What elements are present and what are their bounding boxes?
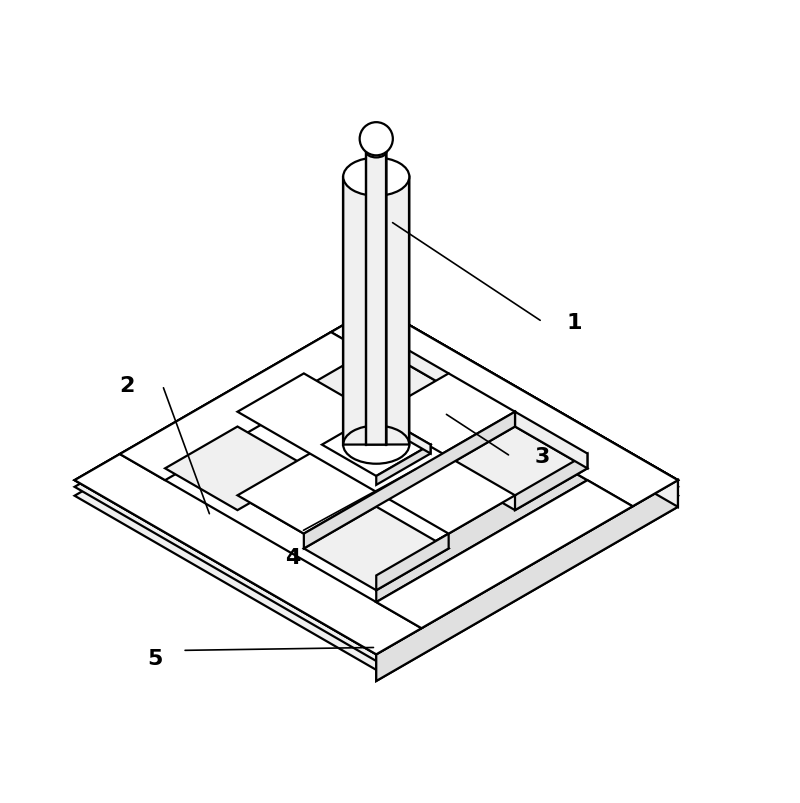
Ellipse shape bbox=[366, 146, 386, 158]
Polygon shape bbox=[376, 322, 678, 507]
Polygon shape bbox=[376, 480, 678, 681]
Text: 5: 5 bbox=[147, 649, 162, 668]
Polygon shape bbox=[74, 307, 678, 654]
Polygon shape bbox=[304, 507, 449, 590]
Polygon shape bbox=[74, 454, 422, 654]
Polygon shape bbox=[376, 534, 449, 590]
Polygon shape bbox=[442, 427, 587, 511]
Polygon shape bbox=[343, 177, 410, 445]
Polygon shape bbox=[515, 412, 587, 469]
Polygon shape bbox=[74, 313, 678, 661]
Polygon shape bbox=[376, 487, 678, 670]
Polygon shape bbox=[376, 480, 633, 629]
Polygon shape bbox=[376, 414, 430, 454]
Ellipse shape bbox=[360, 123, 393, 156]
Text: 2: 2 bbox=[119, 376, 134, 396]
Polygon shape bbox=[366, 153, 386, 445]
Polygon shape bbox=[322, 414, 430, 476]
Polygon shape bbox=[238, 374, 515, 534]
Text: 1: 1 bbox=[566, 312, 582, 332]
Polygon shape bbox=[376, 307, 678, 487]
Polygon shape bbox=[376, 480, 678, 660]
Polygon shape bbox=[165, 427, 310, 511]
Polygon shape bbox=[376, 332, 587, 480]
Polygon shape bbox=[376, 445, 430, 485]
Polygon shape bbox=[165, 332, 587, 576]
Polygon shape bbox=[376, 496, 678, 681]
Polygon shape bbox=[376, 454, 587, 602]
Text: 3: 3 bbox=[534, 446, 550, 467]
Polygon shape bbox=[74, 307, 678, 654]
Polygon shape bbox=[304, 412, 515, 548]
Polygon shape bbox=[515, 454, 587, 511]
Polygon shape bbox=[376, 313, 678, 495]
Polygon shape bbox=[120, 332, 376, 480]
Polygon shape bbox=[238, 374, 515, 534]
Text: 4: 4 bbox=[286, 548, 301, 568]
Polygon shape bbox=[304, 347, 449, 430]
Polygon shape bbox=[74, 322, 678, 670]
Polygon shape bbox=[331, 307, 678, 507]
Polygon shape bbox=[376, 307, 678, 507]
Ellipse shape bbox=[343, 158, 410, 197]
Polygon shape bbox=[376, 332, 449, 389]
